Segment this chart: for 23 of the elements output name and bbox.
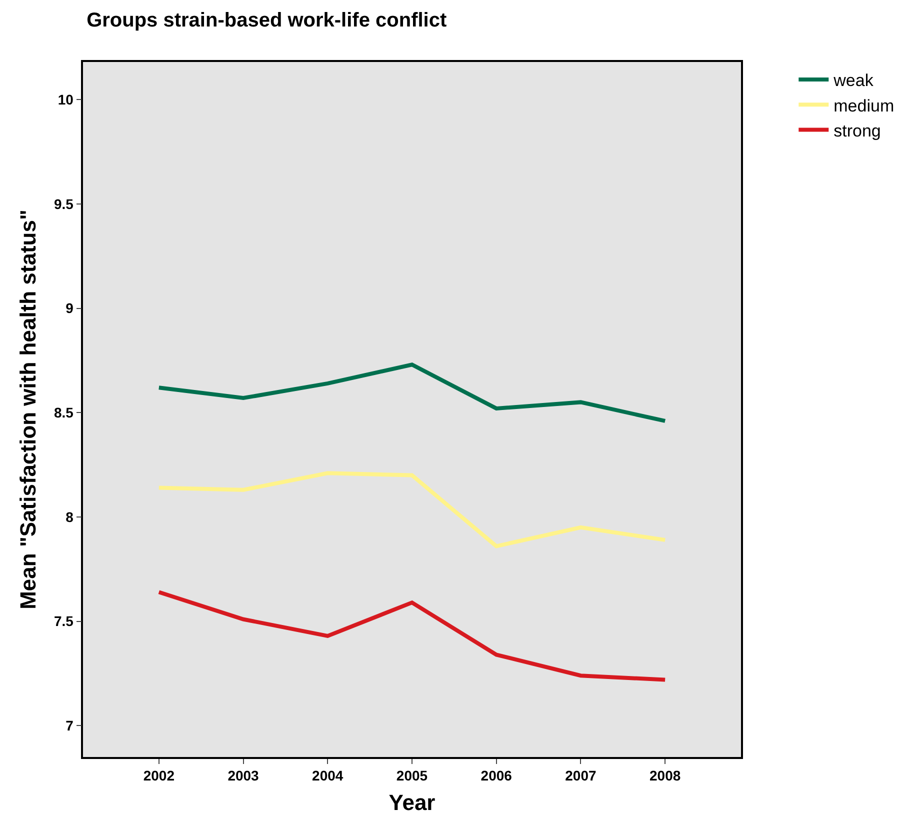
x-tick-label: 2003 [228,768,260,784]
y-tick-label: 9 [66,300,74,316]
line-series [156,471,668,548]
legend-label: medium [834,96,894,116]
y-tick-label: 7.5 [54,613,74,630]
y-tick-label: 8.5 [54,404,74,421]
x-tick-label: 2002 [143,768,175,784]
line-series [156,362,668,423]
y-tick-label: 8 [66,508,74,525]
line-series [156,590,668,682]
y-tick-label: 7 [66,718,74,734]
chart-title: Groups strain-based work-life conflict [86,9,447,32]
y-tick-label: 9.5 [54,196,74,212]
x-tick-label: 2008 [650,768,681,784]
x-tick-label: 2007 [565,768,596,784]
legend-label: strong [834,121,881,140]
x-tick-label: 2005 [396,768,428,784]
y-tick-label: 10 [58,91,74,108]
legend-label: weak [832,71,874,90]
x-tick-label: 2006 [480,768,512,784]
x-axis-title: Year [388,790,436,815]
x-tick-label: 2004 [312,768,344,784]
y-axis-title: Mean "Satisfaction with health status" [15,210,40,610]
